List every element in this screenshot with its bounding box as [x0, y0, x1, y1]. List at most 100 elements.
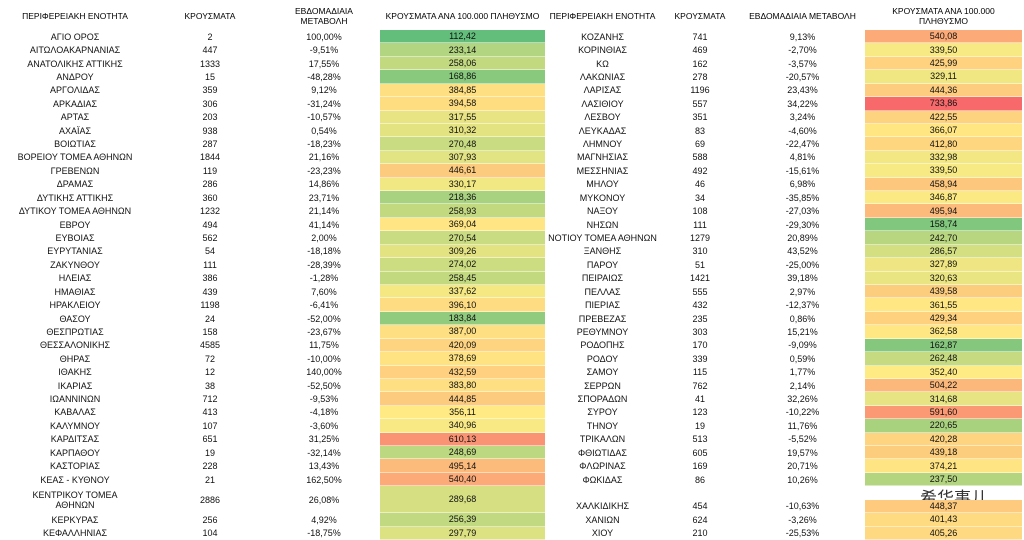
region-name: ΛΗΜΝΟΥ	[582, 139, 623, 150]
region-name: ΦΛΩΡΙΝΑΣ	[579, 461, 626, 472]
weekly-change: 1,77%	[789, 367, 816, 378]
weekly-change: -23,67%	[307, 326, 341, 337]
cases: 762	[692, 380, 708, 391]
region-name: ΑΡΤΑΣ	[60, 112, 90, 123]
weekly-change: -18,75%	[307, 528, 341, 539]
cases-per-100k: 158,74	[865, 217, 1022, 232]
cases-per-100k: 495,94	[865, 204, 1022, 218]
cases: 624	[692, 514, 708, 525]
cases-per-100k: 314,68	[865, 392, 1022, 406]
region-name: ΑΙΤΩΛΟΑΚΑΡΝΑΝΙΑΣ	[29, 45, 121, 56]
cases: 1333	[199, 58, 221, 69]
weekly-change: 41,14%	[308, 219, 340, 230]
weekly-change: -23,23%	[307, 165, 341, 176]
cases-per-100k: 610,13	[380, 432, 545, 447]
cases: 119	[202, 165, 218, 176]
region-name: ΤΗΝΟΥ	[586, 420, 619, 431]
cases-per-100k: 289,68	[380, 486, 545, 514]
cases-per-100k: 183,84	[380, 311, 545, 326]
weekly-change: -1,28%	[309, 273, 339, 284]
cases-per-100k: 429,34	[865, 311, 1022, 326]
cases-per-100k: 329,11	[865, 70, 1022, 84]
cases: 19	[694, 420, 705, 431]
weekly-change: -18,23%	[307, 139, 341, 150]
weekly-change: 100,00%	[306, 31, 342, 42]
cases: 1232	[199, 206, 221, 217]
region-name: ΧΑΛΚΙΔΙΚΗΣ	[575, 501, 630, 512]
weekly-change: 9,13%	[789, 31, 816, 42]
cases: 86	[694, 474, 705, 485]
weekly-change: 7,60%	[311, 286, 337, 297]
cases: 104	[202, 528, 218, 539]
cases-per-100k: 218,36	[380, 191, 545, 205]
cases: 1279	[689, 233, 711, 244]
region-name: ΠΙΕΡΙΑΣ	[584, 300, 621, 311]
region-name: ΘΑΣΟΥ	[59, 313, 91, 324]
region-name: ΛΑΣΙΘΙΟΥ	[581, 98, 624, 109]
cases-per-100k: 258,45	[380, 271, 545, 285]
header-region-name: ΠΕΡΙΦΕΡΕΙΑΚΗ ΕΝΟΤΗΤΑ	[549, 11, 656, 21]
weekly-change: -32,14%	[307, 447, 341, 458]
weekly-change: -4,18%	[309, 407, 339, 418]
cases: 287	[202, 139, 218, 150]
weekly-change: -5,52%	[788, 434, 817, 445]
cases-per-100k: 332,98	[865, 150, 1022, 165]
cases: 72	[204, 353, 215, 364]
cases: 69	[694, 139, 705, 150]
cases-per-100k: 405,26	[865, 526, 1022, 540]
region-name: ΤΡΙΚΑΛΩΝ	[579, 434, 626, 445]
region-name: ΚΑΡΔΙΤΣΑΣ	[50, 434, 100, 445]
cases: 108	[692, 206, 708, 217]
cases-per-100k: 340,96	[380, 419, 545, 433]
cases: 432	[692, 300, 708, 311]
region-name: ΑΧΑΪΑΣ	[58, 125, 92, 136]
cases: 54	[204, 246, 215, 257]
region-name: ΣΕΡΡΩΝ	[584, 380, 621, 391]
region-name: ΙΩΑΝΝΙΝΩΝ	[49, 394, 101, 405]
weekly-change: 39,18%	[787, 273, 818, 284]
weekly-change: -9,53%	[309, 394, 339, 405]
cases: 170	[692, 340, 708, 351]
cases-per-100k: 220,65	[865, 419, 1022, 433]
weekly-change: 34,22%	[787, 98, 818, 109]
cases: 1196	[690, 85, 710, 96]
weekly-change: -3,26%	[788, 514, 817, 525]
region-name: ΝΑΞΟΥ	[586, 206, 619, 217]
cases: 34	[694, 192, 705, 203]
region-name: ΚΑΡΠΑΘΟΥ	[49, 447, 101, 458]
cases: 492	[692, 165, 708, 176]
weekly-change: -25,53%	[785, 528, 820, 539]
cases: 115	[692, 367, 708, 378]
region-name: ΚΑΣΤΟΡΙΑΣ	[50, 461, 100, 472]
weekly-change: -31,24%	[307, 98, 341, 109]
cases-per-100k: 378,69	[380, 352, 545, 366]
cases-per-100k: 258,93	[380, 204, 545, 218]
region-name: ΣΥΡΟΥ	[587, 407, 618, 418]
region-name: ΚΑΛΥΜΝΟΥ	[49, 420, 101, 431]
region-name: ΦΘΙΩΤΙΔΑΣ	[578, 447, 627, 458]
cases: 111	[693, 219, 707, 230]
region-name: ΑΝΑΤΟΛΙΚΗΣ ΑΤΤΙΚΗΣ	[27, 58, 123, 69]
region-name: ΚΟΖΑΝΗΣ	[581, 31, 624, 42]
region-name: ΔΥΤΙΚΟΥ ΤΟΜΕΑ ΑΘΗΝΩΝ	[18, 206, 132, 217]
cases: 38	[204, 380, 215, 391]
cases-per-100k: 168,86	[380, 70, 545, 84]
weekly-change: 162,50%	[306, 474, 342, 485]
region-name: ΜΗΛΟΥ	[586, 179, 619, 190]
cases-per-100k: 297,79	[380, 526, 545, 540]
cases-per-100k: 162,87	[865, 338, 1022, 353]
cases-per-100k: 356,11	[380, 405, 545, 420]
region-name: ΑΡΓΟΛΙΔΑΣ	[50, 85, 100, 96]
region-name: ΕΒΡΟΥ	[59, 219, 91, 230]
cases: 12	[204, 367, 215, 378]
cases-per-100k: 362,58	[865, 325, 1022, 339]
weekly-change: 20,89%	[787, 233, 818, 244]
cases: 938	[202, 125, 218, 136]
cases: 46	[694, 179, 705, 190]
cases-per-100k: 384,85	[380, 83, 545, 98]
weekly-change: -27,03%	[785, 206, 820, 217]
weekly-change: 26,08%	[308, 494, 340, 505]
weekly-change: -2,70%	[788, 45, 817, 56]
weekly-change: 10,26%	[787, 474, 818, 485]
cases-per-100k: 327,89	[865, 258, 1022, 272]
